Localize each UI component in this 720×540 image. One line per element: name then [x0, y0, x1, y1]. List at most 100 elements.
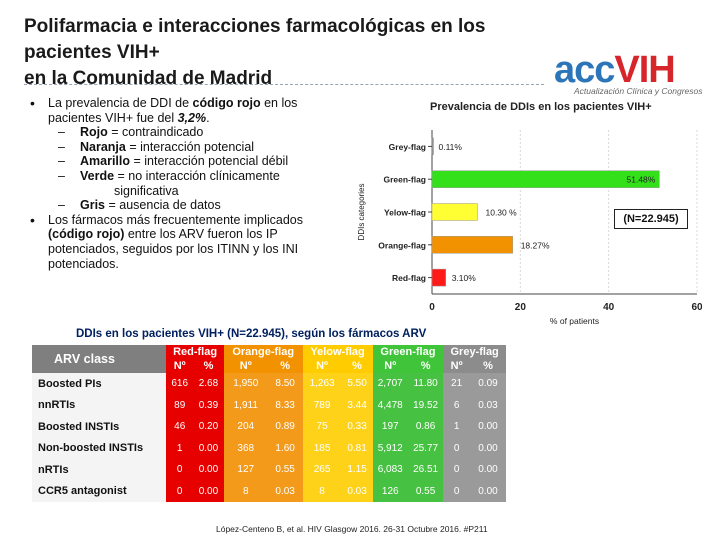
table-cell: 0.55	[407, 480, 444, 502]
slide-title-line-1: Polifarmacia e interacciones farmacológi…	[24, 16, 486, 63]
table-cell: 0.86	[407, 416, 444, 438]
citation: López-Centeno B, et al. HIV Glasgow 2016…	[216, 524, 488, 534]
table-cell: 2,707	[372, 373, 408, 395]
table-cell: 0.81	[341, 437, 373, 459]
sub-header-n: Nº	[372, 359, 408, 373]
sub-item-grey: – Gris = ausencia de datos	[58, 198, 221, 213]
table-cell: 126	[372, 480, 408, 502]
table-cell: 89	[166, 394, 194, 416]
category-label: Orange-flag	[378, 240, 426, 250]
logo-acc-text: acc	[554, 49, 615, 91]
table-cell: 6	[443, 394, 470, 416]
table-cell: 0.00	[193, 480, 224, 502]
sub-item-red: – Rojo = contraindicado	[58, 125, 204, 140]
table-cell: 204	[223, 416, 268, 438]
table-cell: 197	[372, 416, 408, 438]
ddi-prevalence-bar-chart: 0 20 40 60 Grey-flag 0.11% Green-flag 51.48% Yel…	[357, 130, 702, 326]
sub-item-green-continued: significativa	[114, 183, 179, 198]
prevalence-value: 3,2%	[177, 110, 207, 125]
sub-item-green: – Verde = no interacción clínicamente	[58, 168, 280, 183]
sub-header-n: Nº	[166, 359, 194, 373]
sub-header-pct: %	[407, 359, 444, 373]
table-cell: 127	[223, 459, 268, 481]
table-cell: 0.33	[341, 416, 373, 438]
x-tick-label: 20	[515, 302, 527, 313]
row-label: Boosted INSTIs	[32, 416, 167, 438]
acc-vih-logo: accVIH Actualización Clínica y Congresos	[554, 50, 704, 98]
category-label: Green-flag	[383, 175, 426, 185]
table-cell: 0.20	[193, 416, 224, 438]
x-tick-label: 40	[603, 302, 615, 313]
table-cell: 21	[443, 373, 470, 395]
bar-red-flag	[431, 268, 446, 287]
table-cell: 0.00	[469, 416, 506, 438]
table-cell: 0.00	[469, 480, 506, 502]
table-cell: 19.52	[407, 394, 444, 416]
data-label: 10.30 %	[485, 208, 517, 218]
x-tick-label: 0	[429, 302, 435, 313]
table-cell: 6,083	[372, 459, 408, 481]
sub-header-pct: %	[267, 359, 303, 373]
table-row: nnRTIs 89 0.39 1,911 8.33 789 3.44 4,478 19.52 6 0…	[32, 394, 506, 416]
sample-size-badge: (N=22.945)	[614, 209, 688, 229]
category-label: Yelow-flag	[384, 208, 426, 218]
category-label: Red-flag	[392, 273, 426, 283]
table-row: Boosted PIs 616 2.68 1,950 8.50 1,263 5.50 2,70…	[32, 373, 506, 395]
sub-header-n: Nº	[443, 359, 470, 373]
table-cell: 0.39	[193, 394, 224, 416]
table-row: Non-boosted INSTIs 1 0.00 368 1.60 185 0.81 5,9…	[32, 437, 506, 459]
table-cell: 0.55	[267, 459, 303, 481]
col-header-arv-class: ARV class	[32, 345, 167, 373]
table-cell: 0.00	[469, 437, 506, 459]
col-header-grey-flag: Grey-flag	[443, 345, 506, 359]
row-label: nnRTIs	[32, 394, 167, 416]
bar-green-flag	[431, 170, 660, 188]
bullet-highlight: código rojo	[192, 96, 261, 110]
table-cell: 8	[223, 480, 268, 502]
table-cell: 0.03	[341, 480, 373, 502]
data-label: 0.11%	[438, 142, 462, 152]
arv-ddi-table: ARV class Red-flag Orange-flag Yelow-fla…	[32, 345, 506, 502]
table-cell: 25.77	[407, 437, 444, 459]
table-cell: 0	[443, 437, 470, 459]
col-header-yellow-flag: Yelow-flag	[302, 345, 373, 359]
table-cell: 3.44	[341, 394, 373, 416]
sub-item-orange: – Naranja = interacción potencial	[58, 139, 255, 154]
table-cell: 5,912	[372, 437, 408, 459]
x-tick-label: 60	[691, 302, 702, 313]
row-label: Boosted PIs	[32, 373, 167, 395]
table-cell: 0	[166, 459, 194, 481]
table-cell: 75	[302, 416, 342, 438]
table-cell: 1.15	[341, 459, 373, 481]
table-cell: 0.03	[267, 480, 303, 502]
bar-orange-flag	[431, 236, 513, 254]
bullet-dot-icon: •	[30, 211, 35, 228]
sub-header-pct: %	[193, 359, 224, 373]
data-label: 51.48%	[627, 175, 656, 185]
sub-item-yellow: – Amarillo = interacción potencial débil	[58, 154, 289, 169]
row-label: nRTIs	[32, 459, 167, 481]
slide-title-line-2: en la Comunidad de Madrid	[24, 68, 273, 89]
table-cell: 0.03	[469, 394, 506, 416]
data-label: 18.27%	[521, 240, 550, 250]
table-cell: 2.68	[193, 373, 224, 395]
bar-yelow-flag	[431, 203, 478, 221]
table-cell: 8.33	[267, 394, 303, 416]
table-cell: 616	[166, 373, 194, 395]
logo-vih-text: VIH	[614, 49, 675, 91]
table-cell: 8.50	[267, 373, 303, 395]
title-divider	[24, 84, 544, 85]
sub-header-n: Nº	[223, 359, 268, 373]
table-cell: 5.50	[341, 373, 373, 395]
row-label: Non-boosted INSTIs	[32, 437, 167, 459]
table-cell: 368	[223, 437, 268, 459]
sub-header-pct: %	[341, 359, 373, 373]
col-header-orange-flag: Orange-flag	[223, 345, 303, 359]
table-cell: 0.00	[469, 459, 506, 481]
table-cell: 0.89	[267, 416, 303, 438]
bullet-prevalence: • La prevalencia de DDI de código rojo e…	[30, 95, 298, 125]
table-cell: 4,478	[372, 394, 408, 416]
sub-header-pct: %	[469, 359, 506, 373]
row-label: CCR5 antagonist	[32, 480, 167, 502]
x-axis-label: % of patients	[550, 316, 599, 326]
